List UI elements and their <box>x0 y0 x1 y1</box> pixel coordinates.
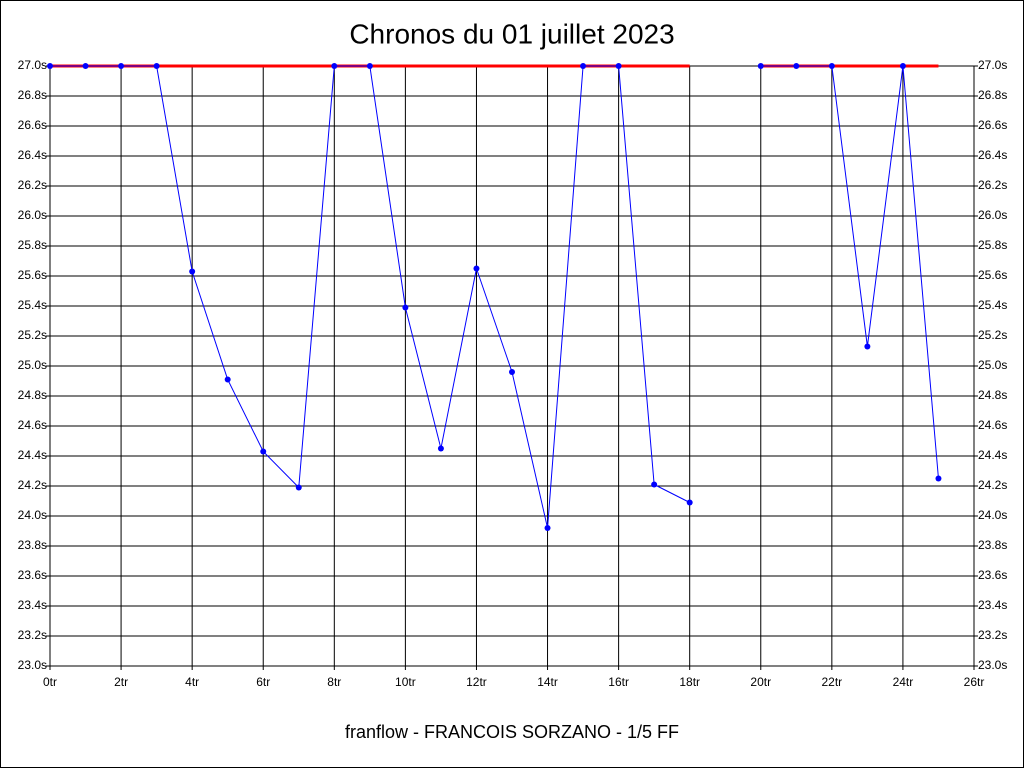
y-tick-label: 23.4s <box>18 598 47 612</box>
data-point <box>402 304 409 311</box>
y2-tick-label: 27.0s <box>978 58 1007 72</box>
data-point <box>437 445 444 452</box>
data-point <box>828 63 835 69</box>
y2-tick-label: 23.0s <box>978 658 1007 672</box>
data-point <box>757 63 764 69</box>
y-tick-label: 26.4s <box>18 148 47 162</box>
x-tick-label: 22tr <box>822 675 843 689</box>
y-tick-label: 24.0s <box>18 508 47 522</box>
data-point <box>189 268 196 275</box>
y2-tick-label: 26.4s <box>978 148 1007 162</box>
x-tick-label: 12tr <box>466 675 487 689</box>
y2-tick-label: 26.0s <box>978 208 1007 222</box>
y-tick-label: 24.2s <box>18 478 47 492</box>
y2-tick-label: 23.4s <box>978 598 1007 612</box>
data-point <box>544 525 551 531</box>
y2-tick-label: 24.6s <box>978 418 1007 432</box>
data-point <box>82 63 89 69</box>
y2-tick-label: 26.8s <box>978 88 1007 102</box>
y-tick-label: 26.8s <box>18 88 47 102</box>
x-tick-label: 20tr <box>750 675 771 689</box>
data-point <box>118 63 125 69</box>
data-point <box>651 481 658 488</box>
data-point <box>580 63 587 69</box>
data-point <box>899 63 906 69</box>
data-point <box>793 63 800 69</box>
y-tick-label: 23.8s <box>18 538 47 552</box>
data-point <box>615 63 622 69</box>
y-tick-label: 23.0s <box>18 658 47 672</box>
y-tick-label: 25.0s <box>18 358 47 372</box>
chart-title: Chronos du 01 juillet 2023 <box>349 18 674 49</box>
y-tick-label: 25.4s <box>18 298 47 312</box>
y2-tick-label: 23.8s <box>978 538 1007 552</box>
y2-tick-label: 25.2s <box>978 328 1007 342</box>
x-tick-label: 2tr <box>114 675 128 689</box>
chart-footer: franflow - FRANCOIS SORZANO - 1/5 FF <box>345 722 679 742</box>
y2-tick-label: 23.6s <box>978 568 1007 582</box>
data-point <box>153 63 160 69</box>
x-tick-label: 26tr <box>964 675 985 689</box>
data-point <box>224 376 231 383</box>
data-point <box>366 63 373 69</box>
y2-tick-label: 25.6s <box>978 268 1007 282</box>
data-point <box>295 484 302 491</box>
y2-tick-label: 24.0s <box>978 508 1007 522</box>
y-tick-label: 26.0s <box>18 208 47 222</box>
x-tick-label: 10tr <box>395 675 416 689</box>
data-point <box>864 343 871 350</box>
y-tick-label: 26.6s <box>18 118 47 132</box>
x-tick-label: 16tr <box>608 675 629 689</box>
data-point <box>509 369 515 375</box>
y2-tick-label: 25.4s <box>978 298 1007 312</box>
x-tick-label: 6tr <box>256 675 270 689</box>
data-point <box>473 265 480 272</box>
x-tick-label: 0tr <box>43 675 57 689</box>
y-tick-label: 25.6s <box>18 268 47 282</box>
y2-tick-label: 23.2s <box>978 628 1007 642</box>
x-tick-label: 18tr <box>679 675 700 689</box>
y2-tick-label: 24.4s <box>978 448 1007 462</box>
y2-tick-label: 25.0s <box>978 358 1007 372</box>
data-point <box>686 499 693 506</box>
x-tick-label: 8tr <box>327 675 341 689</box>
y-tick-label: 27.0s <box>18 58 47 72</box>
y-tick-label: 24.4s <box>18 448 47 462</box>
y2-tick-label: 26.2s <box>978 178 1007 192</box>
y-tick-label: 25.8s <box>18 238 47 252</box>
y-tick-label: 25.2s <box>18 328 47 342</box>
data-point <box>935 475 942 482</box>
y2-tick-label: 24.8s <box>978 388 1007 402</box>
y2-tick-label: 24.2s <box>978 478 1007 492</box>
y2-tick-label: 26.6s <box>978 118 1007 132</box>
data-point <box>47 63 53 69</box>
x-tick-label: 4tr <box>185 675 199 689</box>
x-tick-label: 14tr <box>537 675 558 689</box>
y-tick-label: 23.6s <box>18 568 47 582</box>
data-point <box>260 448 267 455</box>
y-tick-label: 26.2s <box>18 178 47 192</box>
y2-tick-label: 25.8s <box>978 238 1007 252</box>
data-point <box>331 63 338 69</box>
y-tick-label: 24.8s <box>18 388 47 402</box>
x-tick-label: 24tr <box>893 675 914 689</box>
y-tick-label: 24.6s <box>18 418 47 432</box>
y-tick-label: 23.2s <box>18 628 47 642</box>
